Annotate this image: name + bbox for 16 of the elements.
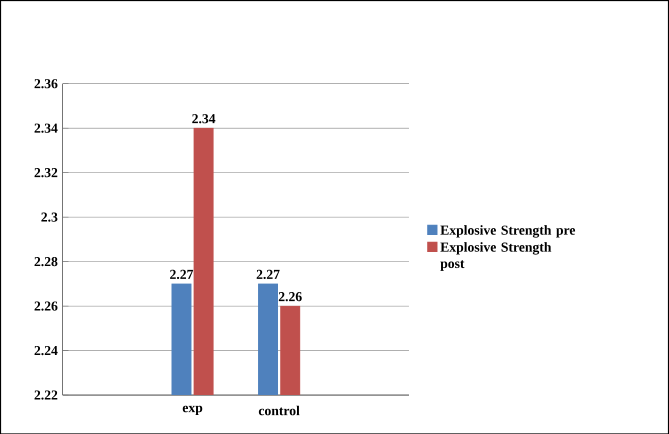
y-tick-label: 2.28 [34,256,58,266]
data-label: 2.27 [256,270,280,279]
data-label: 2.34 [192,114,216,124]
data-label: 2.26 [278,292,302,302]
x-tick-label: control [258,405,300,416]
y-tick-label: 2.24 [34,346,58,355]
y-tick-label: 2.26 [34,301,58,310]
y-tick-label: 2.3 [41,212,58,222]
x-tick-label: exp [182,405,202,415]
y-tick-label: 2.34 [34,123,58,133]
y-tick-label: 2.32 [34,168,58,178]
y-tick-label: 2.36 [34,78,58,88]
legend-label: Explosive Strength pre [440,224,576,238]
y-tick-label: 2.22 [34,390,58,400]
legend-label: Explosive Strength post [440,242,552,271]
data-label: 2.27 [170,270,194,279]
